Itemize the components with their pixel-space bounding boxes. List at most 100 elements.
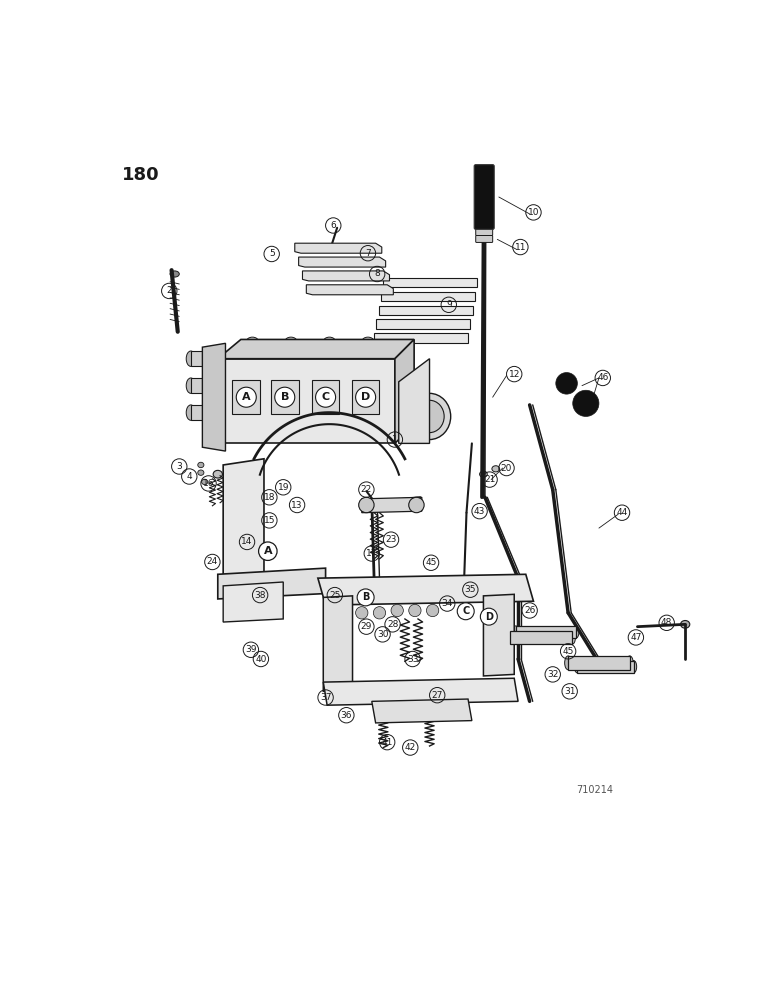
Polygon shape: [312, 380, 340, 414]
Ellipse shape: [513, 626, 519, 638]
Text: 12: 12: [509, 370, 520, 379]
Ellipse shape: [423, 281, 428, 284]
Ellipse shape: [376, 380, 384, 414]
Text: 21: 21: [484, 475, 496, 484]
Text: A: A: [263, 546, 273, 556]
Text: 710214: 710214: [576, 785, 613, 795]
Ellipse shape: [318, 287, 323, 292]
Text: 180: 180: [121, 166, 159, 184]
Polygon shape: [271, 380, 299, 414]
Text: 13: 13: [291, 500, 303, 510]
Circle shape: [480, 608, 497, 625]
Circle shape: [573, 390, 599, 416]
Ellipse shape: [414, 336, 418, 340]
Polygon shape: [191, 405, 222, 420]
Circle shape: [408, 604, 421, 617]
Polygon shape: [352, 380, 380, 414]
Polygon shape: [362, 497, 422, 513]
Text: 2: 2: [167, 286, 172, 295]
FancyBboxPatch shape: [476, 235, 493, 242]
Text: 48: 48: [661, 618, 672, 627]
Ellipse shape: [198, 470, 204, 475]
Text: 10: 10: [528, 208, 539, 217]
Text: 33: 33: [407, 654, 418, 664]
Polygon shape: [381, 292, 475, 301]
Ellipse shape: [388, 308, 393, 312]
Text: B: B: [280, 392, 289, 402]
Ellipse shape: [479, 471, 487, 477]
Ellipse shape: [364, 260, 370, 264]
Polygon shape: [191, 351, 222, 366]
Text: 24: 24: [207, 557, 218, 566]
FancyBboxPatch shape: [476, 229, 493, 235]
Polygon shape: [299, 257, 386, 267]
Polygon shape: [395, 339, 414, 443]
Text: 20: 20: [501, 464, 512, 473]
Circle shape: [275, 387, 295, 407]
Ellipse shape: [386, 322, 391, 326]
Text: 18: 18: [263, 493, 275, 502]
Ellipse shape: [352, 587, 361, 600]
Circle shape: [236, 387, 256, 407]
Ellipse shape: [564, 656, 571, 670]
Ellipse shape: [285, 337, 296, 345]
Text: 6: 6: [330, 221, 336, 230]
Polygon shape: [398, 359, 429, 443]
Ellipse shape: [308, 380, 316, 414]
Ellipse shape: [186, 405, 195, 420]
Polygon shape: [516, 626, 576, 638]
Ellipse shape: [198, 462, 204, 468]
Circle shape: [426, 604, 438, 617]
Text: 36: 36: [340, 711, 352, 720]
Circle shape: [316, 387, 336, 407]
Polygon shape: [295, 243, 382, 253]
Ellipse shape: [260, 598, 268, 605]
Polygon shape: [568, 656, 630, 670]
Polygon shape: [232, 380, 260, 414]
Text: 5: 5: [269, 249, 275, 258]
Polygon shape: [202, 343, 225, 451]
Text: 45: 45: [563, 647, 574, 656]
Ellipse shape: [384, 336, 388, 340]
Ellipse shape: [247, 337, 258, 345]
Ellipse shape: [218, 405, 225, 420]
Circle shape: [391, 604, 403, 617]
Text: 8: 8: [374, 269, 380, 278]
Ellipse shape: [310, 260, 316, 264]
Ellipse shape: [398, 336, 403, 340]
Polygon shape: [223, 459, 264, 578]
Polygon shape: [379, 306, 472, 315]
Polygon shape: [372, 699, 472, 723]
Text: 34: 34: [442, 599, 453, 608]
Text: 15: 15: [263, 516, 275, 525]
Text: C: C: [321, 392, 330, 402]
Ellipse shape: [225, 474, 234, 482]
Text: 17: 17: [366, 549, 378, 558]
Ellipse shape: [213, 470, 222, 478]
Text: 1: 1: [392, 435, 398, 444]
Text: 29: 29: [361, 622, 372, 631]
Text: 30: 30: [377, 630, 388, 639]
Ellipse shape: [626, 656, 633, 670]
Text: 44: 44: [616, 508, 628, 517]
Polygon shape: [318, 574, 533, 605]
Ellipse shape: [348, 380, 356, 414]
Ellipse shape: [218, 351, 225, 366]
Ellipse shape: [507, 631, 514, 644]
Ellipse shape: [170, 271, 179, 277]
Text: C: C: [462, 606, 469, 616]
Text: 43: 43: [474, 507, 486, 516]
Circle shape: [356, 607, 368, 619]
Ellipse shape: [201, 479, 208, 485]
Ellipse shape: [186, 351, 195, 366]
FancyBboxPatch shape: [474, 165, 494, 229]
Circle shape: [259, 542, 277, 560]
Polygon shape: [306, 285, 394, 295]
Circle shape: [374, 607, 386, 619]
Polygon shape: [303, 271, 390, 281]
Ellipse shape: [403, 308, 408, 312]
Text: 38: 38: [255, 591, 266, 600]
Text: 19: 19: [277, 483, 289, 492]
Text: 32: 32: [547, 670, 558, 679]
Polygon shape: [223, 582, 283, 622]
